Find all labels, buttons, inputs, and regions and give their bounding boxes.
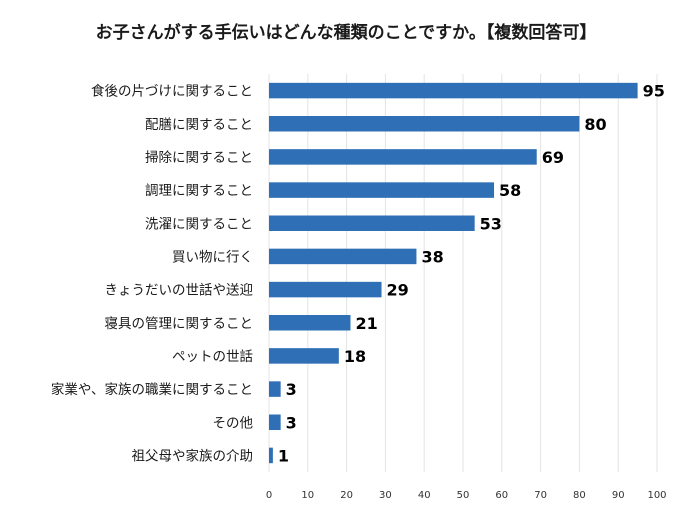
x-tick-label: 10 [301,490,314,501]
value-label: 1 [278,446,289,465]
bars [269,82,638,464]
value-label: 58 [499,181,521,200]
value-label: 69 [542,148,564,167]
bar [269,182,495,198]
x-tick-label: 70 [534,490,547,501]
bar [269,248,417,265]
value-label: 3 [286,413,297,432]
bar [269,149,537,165]
bar [269,447,273,464]
category-label: 掃除に関すること [145,149,253,166]
category-label: 祖父母や家族の介助 [132,447,254,464]
x-axis-ticks: 0 10 20 30 40 50 60 70 80 90 100 [266,490,667,501]
category-label: 調理に関すること [145,183,253,199]
category-label: ペットの世話 [172,348,253,365]
x-tick-label: 90 [612,490,625,501]
value-label: 80 [584,115,606,134]
x-tick-label: 50 [457,490,470,501]
bar [269,116,580,132]
value-label: 18 [344,347,366,366]
x-tick-label: 60 [495,490,508,501]
chart-title: お子さんがする手伝いはどんな種類のことですか。【複数回答可】 [96,22,597,43]
x-tick-label: 20 [340,490,353,501]
bar [269,348,339,364]
category-label: きょうだいの世話や送迎 [105,282,254,299]
bar [269,381,281,397]
value-labels: 95 80 69 58 53 38 29 21 18 3 3 1 [278,82,665,466]
value-label: 95 [643,82,665,101]
category-labels: 食後の片づけに関すること配膳に関すること掃除に関すること調理に関すること洗濯に関… [51,83,253,465]
x-tick-label: 0 [266,490,272,501]
category-label: 洗濯に関すること [145,216,253,232]
category-label: その他 [213,415,254,431]
x-tick-label: 30 [379,490,392,501]
x-tick-label: 80 [573,490,586,501]
value-label: 53 [480,214,502,233]
category-label: 配膳に関すること [145,116,253,133]
value-label: 38 [421,247,443,266]
x-tick-label: 40 [418,490,431,501]
bar [269,82,638,99]
category-label: 食後の片づけに関すること [91,83,253,100]
value-label: 21 [355,314,377,333]
category-label: 買い物に行く [172,249,253,265]
category-label: 家業や、家族の職業に関すること [51,381,253,398]
bar [269,281,382,298]
bar [269,414,281,430]
value-label: 3 [286,380,297,399]
value-label: 29 [387,281,409,300]
category-label: 寝具の管理に関すること [105,315,254,332]
gridlines [268,74,658,472]
bar [269,215,475,231]
bar [269,315,351,331]
x-tick-label: 100 [647,490,666,501]
